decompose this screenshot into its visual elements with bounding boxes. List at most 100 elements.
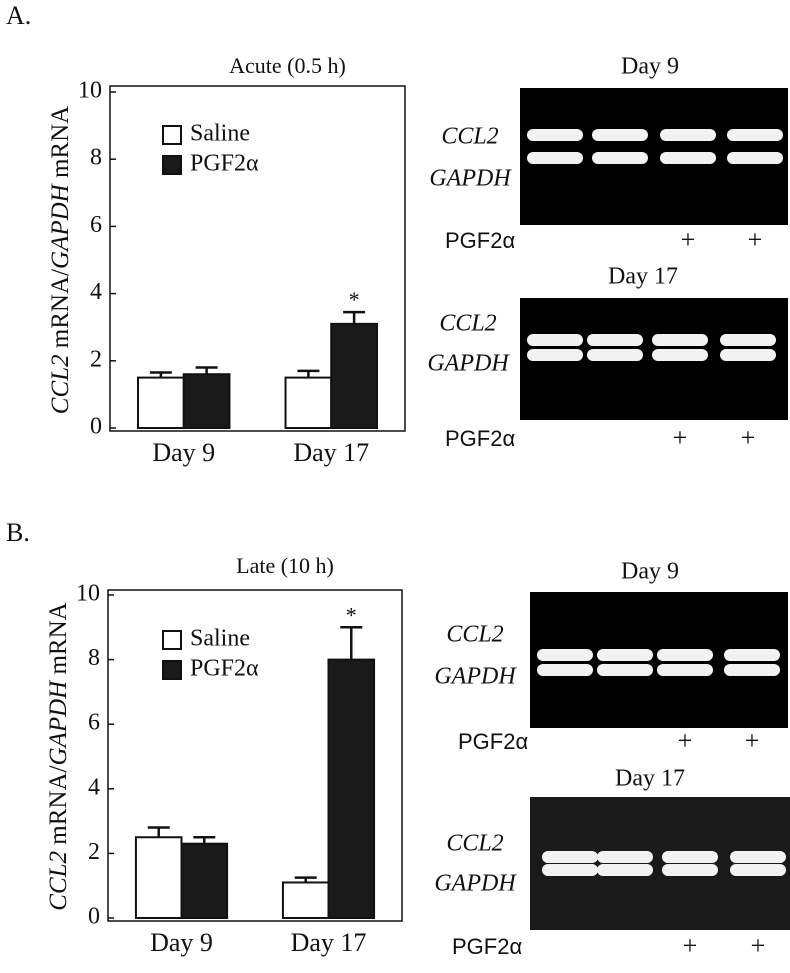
y-axis-label-part: CCL2 (47, 354, 74, 414)
gel-band (727, 129, 783, 141)
lane-mark: + (673, 423, 688, 452)
treatment-label: PGF2α (458, 729, 528, 754)
panel-label: A. (6, 1, 31, 30)
gel-band (720, 334, 776, 346)
y-tick-label: 4 (88, 774, 100, 800)
y-axis-label-part: mRNA/ (45, 765, 72, 850)
gel-row-label: CCL2 (441, 124, 498, 150)
gel-band (660, 129, 716, 141)
gel-band (730, 864, 786, 876)
y-axis-label-part: GAPDH (45, 679, 72, 766)
gel-row-label: GAPDH (429, 166, 512, 192)
y-axis-label-part: mRNA (45, 602, 72, 680)
gel-row-label: CCL2 (446, 622, 503, 648)
gel-row-label: GAPDH (434, 871, 517, 897)
legend-label: Saline (190, 626, 250, 652)
gel-band (724, 649, 780, 661)
lane-mark: + (678, 726, 693, 755)
gel-band (657, 664, 713, 676)
gel-band (597, 649, 653, 661)
gel-band (542, 864, 598, 876)
bar (137, 376, 185, 430)
gel-row-label: GAPDH (434, 664, 517, 690)
x-tick-label: Day 17 (291, 928, 367, 957)
lane-mark: + (683, 931, 698, 960)
y-tick-label: 2 (88, 839, 100, 865)
lane-mark: + (681, 225, 696, 254)
gel-band (527, 129, 583, 141)
legend-label: PGF2α (190, 151, 259, 177)
gel-band (527, 334, 583, 346)
lane-mark: + (748, 225, 763, 254)
y-axis-label: CCL2 mRNA/GAPDH mRNA (47, 106, 74, 414)
gel-band (652, 334, 708, 346)
gel-band (597, 864, 653, 876)
bar (330, 322, 378, 429)
legend-label: PGF2α (190, 656, 259, 682)
gel-title: Day 17 (615, 766, 685, 792)
panel-label: B. (6, 518, 30, 547)
y-tick-label: 8 (90, 145, 102, 171)
y-tick-label: 0 (90, 414, 102, 440)
x-tick-label: Day 17 (293, 438, 369, 467)
gel-band (597, 851, 653, 863)
y-tick-label: 8 (88, 645, 100, 671)
gel-band (587, 334, 643, 346)
gel-band (527, 152, 583, 164)
gel-band (527, 349, 583, 361)
y-tick-label: 6 (88, 710, 100, 736)
x-tick-label: Day 9 (150, 928, 213, 957)
gel-band (724, 664, 780, 676)
x-tick-label: Day 9 (152, 438, 215, 467)
gel-band (537, 649, 593, 661)
gel-band (730, 851, 786, 863)
bar (327, 658, 376, 919)
bar (134, 836, 183, 919)
gel-band (592, 129, 648, 141)
y-tick-label: 0 (88, 904, 100, 930)
gel-band (660, 152, 716, 164)
treatment-label: PGF2α (452, 934, 522, 959)
bar (284, 376, 333, 430)
treatment-label: PGF2α (445, 228, 515, 253)
chart-title: Late (10 h) (236, 553, 334, 578)
legend-swatch (162, 155, 182, 175)
gel-band (652, 349, 708, 361)
gel-image (530, 797, 790, 930)
y-tick-label: 4 (90, 279, 102, 305)
significance-mark: * (349, 287, 360, 312)
lane-mark: + (741, 423, 756, 452)
gel-band (587, 349, 643, 361)
y-axis-label-part: CCL2 (45, 851, 72, 911)
gel-band (727, 152, 783, 164)
y-tick-label: 10 (78, 78, 102, 104)
y-axis-label-part: mRNA (47, 106, 74, 184)
gel-row-label: CCL2 (439, 311, 496, 337)
legend-swatch (162, 630, 182, 650)
lane-mark: + (745, 726, 760, 755)
bar (182, 373, 231, 429)
lane-mark: + (751, 931, 766, 960)
plot-frame (109, 85, 406, 432)
treatment-label: PGF2α (445, 426, 515, 451)
gel-row-label: GAPDH (427, 351, 510, 377)
gel-band (592, 152, 648, 164)
bar (281, 881, 330, 919)
gel-title: Day 9 (621, 559, 679, 585)
gel-band (662, 851, 718, 863)
gel-band (542, 851, 598, 863)
plot-frame (107, 589, 403, 922)
y-tick-label: 6 (90, 212, 102, 238)
bar (180, 842, 229, 920)
gel-band (597, 664, 653, 676)
legend-label: Saline (190, 121, 250, 147)
legend-swatch (162, 125, 182, 145)
gel-band (662, 864, 718, 876)
gel-title: Day 17 (608, 264, 678, 290)
gel-band (657, 649, 713, 661)
gel-band (720, 349, 776, 361)
gel-title: Day 9 (621, 54, 679, 80)
legend-swatch (162, 660, 182, 680)
